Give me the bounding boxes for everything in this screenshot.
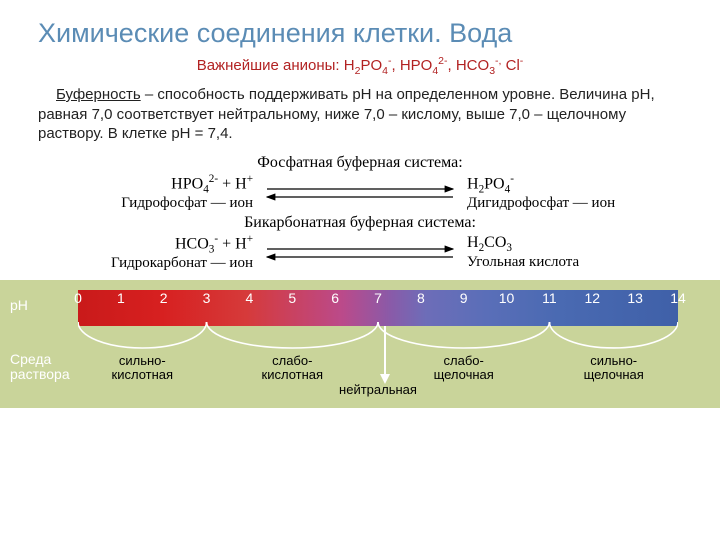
ph-tick: 6 (325, 290, 345, 306)
page-title: Химические соединения клетки. Вода (38, 18, 682, 49)
phosphate-equation: HPO42- + H+ Гидрофосфат — ион H2PO4- Диг… (80, 174, 640, 212)
anions-prefix: Важнейшие анионы: (197, 57, 344, 74)
ph-tick: 3 (197, 290, 217, 306)
term: Буферность (56, 86, 141, 103)
slide-content: Химические соединения клетки. Вода Важне… (0, 0, 720, 272)
zone-labels: сильно-кислотная слабо-кислотная слабо-щел… (78, 354, 678, 394)
zone-label: сильно-кислотная (112, 354, 174, 383)
ph-tick: 10 (497, 290, 517, 306)
label-env: Среда раствора (10, 352, 70, 383)
bicarb-right: H2CO3 Угольная кислота (467, 235, 637, 271)
zone-label: слабо-щелочная (434, 354, 494, 383)
ph-tick: 1 (111, 290, 131, 306)
eq-arrows-icon (265, 242, 455, 264)
ph-scale-strip: pH Среда раствора 01234567891011121314 н… (0, 280, 720, 408)
bicarbonate-title: Бикарбонатная буферная система: (80, 214, 640, 232)
phosphate-left: HPO42- + H+ Гидрофосфат — ион (83, 174, 253, 212)
ph-tick: 8 (411, 290, 431, 306)
ph-tick: 13 (625, 290, 645, 306)
ph-tick: 11 (539, 290, 559, 306)
phosphate-right: H2PO4- Дигидрофосфат — ион (467, 174, 637, 212)
ph-tick: 12 (582, 290, 602, 306)
zone-label: сильно-щелочная (584, 354, 644, 383)
ph-tick: 5 (282, 290, 302, 306)
zone-label: слабо-кислотная (262, 354, 324, 383)
ph-tick: 9 (454, 290, 474, 306)
ph-tick: 7 (368, 290, 388, 306)
bicarbonate-equation: HCO3- + H+ Гидрокарбонат — ион H2CO3 Уго… (80, 234, 640, 272)
ph-tick: 2 (154, 290, 174, 306)
phosphate-title: Фосфатная буферная система: (80, 154, 640, 172)
bicarb-left: HCO3- + H+ Гидрокарбонат — ион (83, 234, 253, 272)
eq-arrows-icon (265, 182, 455, 204)
ph-tick: 0 (68, 290, 88, 306)
ph-tick: 14 (668, 290, 688, 306)
ph-tick: 4 (239, 290, 259, 306)
label-ph: pH (10, 298, 28, 313)
anions-line: Важнейшие анионы: H2PO4-, HPO42-, HCO3-,… (38, 55, 682, 77)
buffer-systems: Фосфатная буферная система: HPO42- + H+ … (80, 154, 640, 272)
body-text: Буферность – способность поддерживать рН… (38, 85, 682, 144)
